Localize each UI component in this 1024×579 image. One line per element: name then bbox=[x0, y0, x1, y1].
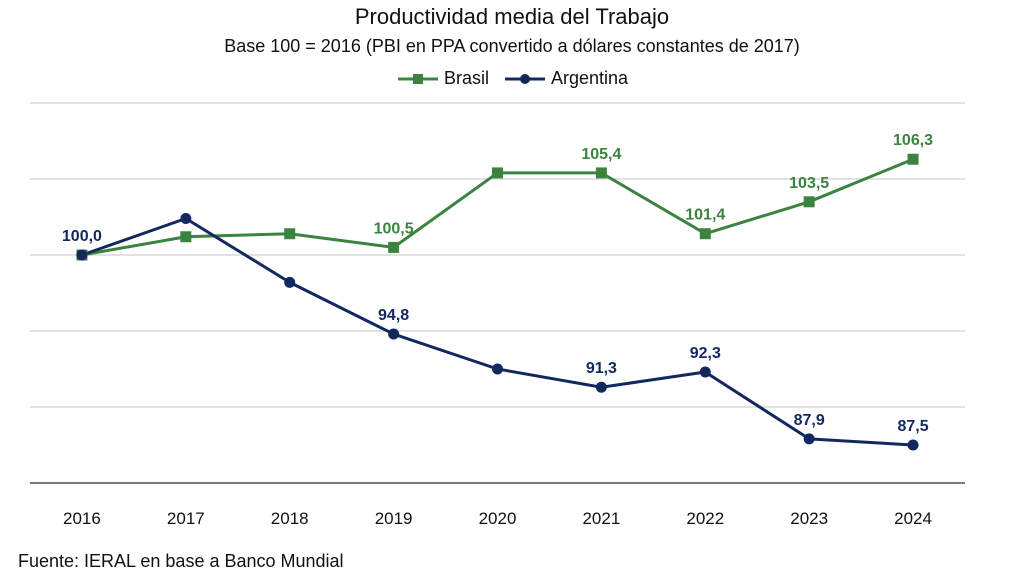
data-label-brasil: 103,5 bbox=[789, 175, 829, 192]
data-point-brasil bbox=[595, 167, 607, 179]
data-label-argentina: 91,3 bbox=[586, 360, 617, 377]
legend-item-brasil: Brasil bbox=[396, 68, 489, 89]
data-point-brasil bbox=[388, 241, 400, 253]
data-point-brasil bbox=[803, 196, 815, 208]
x-tick-label: 2019 bbox=[375, 509, 413, 528]
x-tick-label: 2021 bbox=[582, 509, 620, 528]
data-label-argentina: 87,5 bbox=[897, 418, 928, 435]
x-axis-ticks: 2016 2017 2018 2019 2020 2021 2022 2023 2024 bbox=[63, 509, 932, 528]
series-lines bbox=[76, 153, 919, 451]
series-line-argentina bbox=[81, 217, 914, 447]
legend-marker-brasil-icon bbox=[397, 73, 438, 84]
legend-marker-argentina-icon bbox=[504, 73, 545, 84]
data-point-argentina bbox=[907, 439, 919, 451]
data-point-brasil bbox=[284, 228, 296, 240]
source-note: Fuente: IERAL en base a Banco Mundial bbox=[18, 551, 344, 571]
data-label-argentina: 94,8 bbox=[378, 307, 409, 324]
x-tick-label: 2024 bbox=[894, 509, 932, 528]
data-point-argentina bbox=[284, 276, 296, 288]
legend-label-argentina: Argentina bbox=[550, 68, 629, 88]
data-label-brasil: 105,4 bbox=[581, 146, 621, 163]
data-point-brasil bbox=[699, 228, 711, 240]
x-tick-label: 2016 bbox=[63, 509, 101, 528]
legend: Brasil Argentina bbox=[0, 68, 1024, 89]
data-label-brasil: 101,4 bbox=[685, 207, 725, 224]
data-point-brasil bbox=[492, 167, 503, 179]
data-point-argentina bbox=[803, 433, 815, 445]
legend-label-brasil: Brasil bbox=[443, 68, 489, 88]
x-tick-label: 2022 bbox=[686, 509, 724, 528]
x-tick-label: 2020 bbox=[479, 509, 517, 528]
chart-title: Productividad media del Trabajo bbox=[354, 4, 670, 29]
data-label-brasil: 100,5 bbox=[374, 220, 414, 237]
x-tick-label: 2018 bbox=[271, 509, 309, 528]
data-labels: 100,5 105,4 101,4 103,5 106,3 100,0 94,8 91,3 92… bbox=[62, 132, 933, 435]
data-label-argentina: 92,3 bbox=[690, 345, 721, 362]
data-point-argentina bbox=[492, 363, 503, 375]
data-point-brasil bbox=[907, 153, 919, 165]
x-tick-label: 2023 bbox=[790, 509, 828, 528]
data-point-argentina bbox=[180, 213, 192, 225]
data-label-argentina: 87,9 bbox=[794, 412, 825, 429]
gridlines bbox=[30, 102, 965, 484]
data-point-argentina bbox=[388, 328, 400, 340]
chart-subtitle: Base 100 = 2016 (PBI en PPA convertido a… bbox=[224, 36, 800, 56]
data-point-argentina bbox=[699, 366, 711, 378]
x-tick-label: 2017 bbox=[167, 509, 205, 528]
data-label-argentina: 100,0 bbox=[62, 228, 102, 245]
data-point-argentina bbox=[76, 249, 88, 261]
data-point-brasil bbox=[180, 231, 192, 243]
data-point-argentina bbox=[595, 381, 607, 393]
legend-item-argentina: Argentina bbox=[503, 68, 628, 89]
data-label-brasil: 106,3 bbox=[893, 132, 933, 149]
